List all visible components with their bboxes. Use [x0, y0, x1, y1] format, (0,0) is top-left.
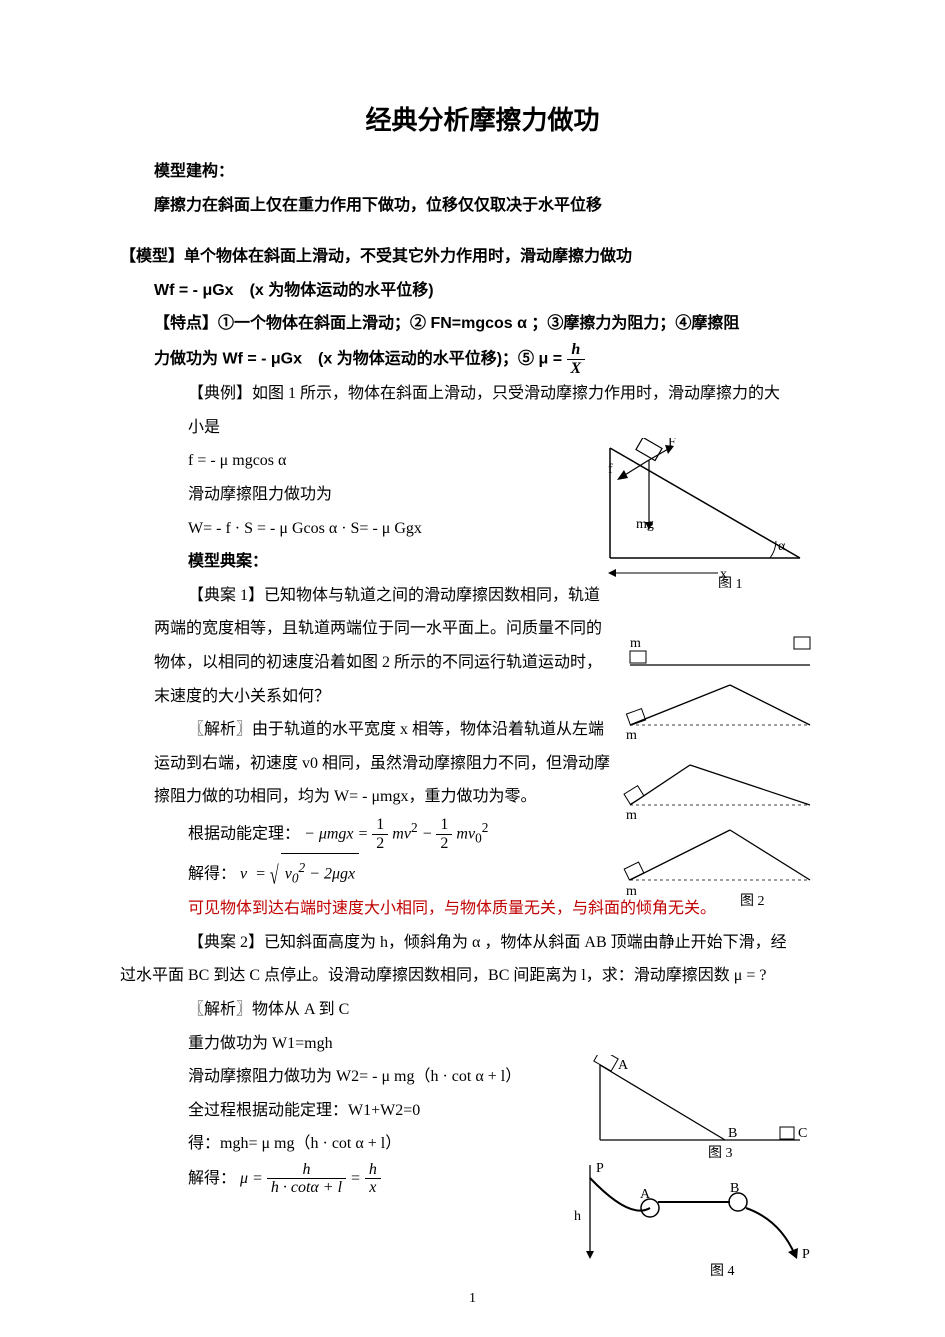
figure-2: m m m m 图 2: [620, 625, 820, 915]
figure-3: A B C 图 3: [580, 1055, 810, 1160]
svg-text:m: m: [630, 636, 641, 651]
svg-text:A: A: [618, 1058, 629, 1073]
svg-text:P: P: [802, 1247, 810, 1262]
feature-lead: 【特点】: [154, 315, 218, 332]
svg-text:h: h: [574, 1209, 581, 1224]
svg-text:f: f: [608, 462, 613, 477]
svg-text:P: P: [596, 1161, 604, 1176]
svg-text:A: A: [640, 1187, 651, 1202]
page: 经典分析摩擦力做功 模型建构： 摩擦力在斜面上仅在重力作用下做功，位移仅仅取决于…: [0, 0, 945, 1337]
case2-line-2: 过水平面 BC 到达 C 点停止。设滑动摩擦因数相同，BC 间距离为 l，求：滑…: [120, 959, 845, 993]
page-number: 1: [0, 1291, 945, 1307]
section-model-build: 模型建构：: [120, 155, 845, 189]
feature-line-2: 力做功为 Wf = - μGx (x 为物体运动的水平位移)；⑤ μ = hX: [120, 341, 845, 377]
doc-title: 经典分析摩擦力做功: [120, 100, 845, 137]
sqrt-expr: v02 − 2μgx: [281, 853, 359, 893]
svg-text:m: m: [626, 728, 637, 743]
svg-text:图 4: 图 4: [710, 1264, 735, 1279]
case2-sol-head: 〖解析〗物体从 A 到 C: [120, 993, 845, 1027]
fraction-hX: hX: [567, 341, 586, 377]
svg-text:m: m: [626, 808, 637, 823]
model-heading: 【模型】单个物体在斜面上滑动，不受其它外力作用时，滑动摩擦力做功: [120, 240, 845, 274]
model-equation: Wf = - μGx (x 为物体运动的水平位移): [120, 274, 845, 308]
svg-text:图 2: 图 2: [740, 894, 765, 909]
svg-text:B: B: [728, 1126, 737, 1141]
ke-eq: − μmgx =: [304, 825, 372, 842]
figure-1: f F mg α x 图 1: [600, 438, 810, 588]
feature-body-2: 力做功为 Wf = - μGx (x 为物体运动的水平位移)；⑤ μ =: [154, 350, 567, 367]
intro-line: 摩擦力在斜面上仅在重力作用下做功，位移仅仅取决于水平位移: [120, 189, 845, 223]
svg-text:m: m: [626, 884, 637, 899]
case2-line-1: 【典案 2】已知斜面高度为 h，倾斜角为 α ，物体从斜面 AB 顶端由静止开始…: [120, 926, 845, 960]
feature-body-1: ①一个物体在斜面上滑动；② FN=mgcos α ；③摩擦力为阻力；④摩擦阻: [218, 315, 739, 332]
svg-text:B: B: [730, 1181, 739, 1196]
svg-text:mg: mg: [636, 517, 654, 532]
svg-text:C: C: [798, 1126, 807, 1141]
svg-text:α: α: [778, 539, 786, 554]
svg-text:图 3: 图 3: [708, 1146, 733, 1160]
svg-text:F: F: [668, 438, 676, 450]
dianli-line-1: 【典例】如图 1 所示，物体在斜面上滑动，只受滑动摩擦力作用时，滑动摩擦力的大: [120, 377, 845, 411]
figure-4: P A B P h 图 4: [570, 1160, 820, 1280]
svg-text:图 1: 图 1: [718, 577, 743, 588]
feature-line-1: 【特点】①一个物体在斜面上滑动；② FN=mgcos α ；③摩擦力为阻力；④摩…: [120, 307, 845, 341]
